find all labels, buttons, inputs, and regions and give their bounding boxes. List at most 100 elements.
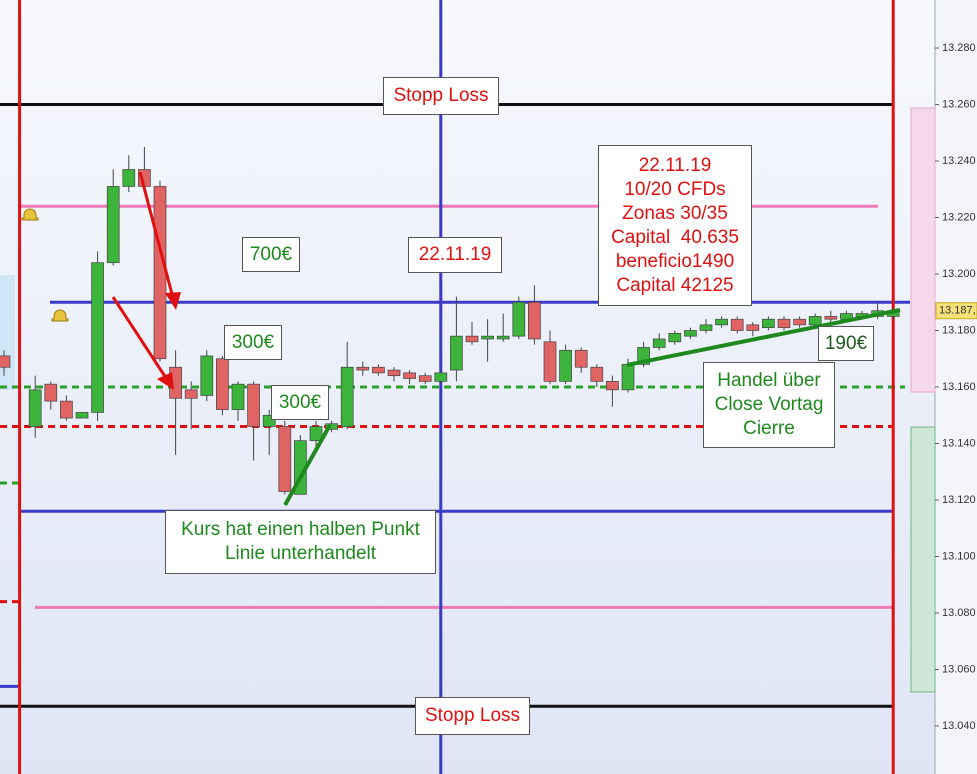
candle-body — [512, 301, 526, 337]
candle-body — [621, 364, 635, 391]
annotation-text: Stopp Loss — [393, 85, 489, 106]
candle-body — [247, 383, 260, 427]
candle-body — [715, 318, 728, 326]
candle-body — [762, 318, 775, 329]
candle-body — [606, 381, 619, 391]
candle-body — [543, 341, 557, 382]
annotation-text: Linie unterhandelt — [224, 543, 377, 564]
annotation-text: Handel über — [717, 370, 821, 391]
candle-body — [699, 324, 713, 331]
candle-body — [60, 400, 73, 419]
candle-body — [450, 335, 463, 371]
trend-line — [283, 424, 332, 506]
annotation-text: 300€ — [278, 391, 322, 413]
candle-body — [387, 369, 401, 377]
annotation-box: Stopp Loss — [383, 77, 499, 115]
annotation-box: Stopp Loss — [415, 697, 530, 735]
annotation-text: 22.11.19 — [638, 154, 712, 176]
y-tick-label: 13.080 — [942, 607, 976, 619]
annotation-text: Zonas 30/35 — [622, 202, 728, 224]
annotation-text: 22.11.19 — [418, 244, 492, 265]
annotation-box: 300€ — [224, 325, 282, 360]
last-price-box — [935, 302, 977, 320]
annotation-text: Kurs hat einen halben Punkt — [181, 519, 420, 540]
annotation-box: 22.11.19 10/20 CFDs Zonas 30/35 Capital 40.… — [598, 145, 752, 306]
candle-body — [44, 383, 58, 402]
candle-body — [325, 423, 338, 430]
candle-body — [824, 316, 838, 320]
arrow — [111, 296, 168, 379]
candle-body — [216, 358, 229, 410]
drawings — [21, 171, 901, 506]
candle-body — [372, 366, 385, 374]
candle-body — [465, 335, 479, 343]
candle-body — [28, 389, 42, 427]
y-tick-label: 13.240 — [942, 155, 976, 167]
annotation-text: Stopp Loss — [424, 705, 521, 726]
annotation-text: beneficio1490 — [615, 250, 735, 272]
y-tick-label: 13.120 — [942, 494, 976, 506]
arrow-head — [157, 372, 174, 390]
candle-body — [184, 389, 198, 399]
annotation-text: 190€ — [824, 332, 868, 354]
candle-body — [231, 383, 245, 410]
y-tick-label: 13.060 — [942, 663, 976, 675]
candle-body — [652, 338, 666, 348]
candle-body — [403, 372, 416, 379]
y-tick-label: 13.180 — [942, 324, 976, 336]
candle-body — [496, 335, 510, 340]
candle-body — [122, 169, 136, 187]
annotation-text: Close Vortag — [714, 394, 824, 415]
arrow — [138, 171, 175, 299]
annotation-text: Capital 42125 — [616, 274, 734, 296]
candle-body — [746, 324, 760, 331]
candle-body — [106, 186, 120, 264]
y-tick-label: 13.040 — [942, 720, 976, 732]
candle-body — [777, 318, 791, 329]
annotation-box: 190€ — [818, 326, 874, 361]
annotation-text: Cierre — [743, 418, 795, 439]
y-tick-label: 13.260 — [942, 98, 976, 110]
candle-body — [590, 366, 604, 382]
candle-body — [793, 318, 806, 326]
arrow-head — [165, 292, 181, 310]
candle-body — [340, 366, 354, 427]
candle-body — [528, 301, 541, 340]
annotation-text: 300€ — [231, 331, 275, 353]
candle-body — [91, 262, 104, 413]
y-tick-label: 13.200 — [942, 268, 976, 280]
candle-body — [356, 366, 370, 371]
candle-body — [684, 330, 697, 337]
upper-zone — [910, 107, 936, 393]
candle-body — [574, 349, 588, 368]
annotation-box: 22.11.19 — [408, 237, 502, 273]
candle-body — [75, 412, 89, 419]
annotation-box: Kurs hat einen halben Punkt Linie unterha… — [165, 510, 436, 574]
left-zone — [0, 275, 15, 390]
y-tick-label: 13.220 — [942, 211, 976, 223]
candle-body — [262, 414, 276, 427]
candle-body — [153, 186, 167, 360]
last-price-label: 13.187, — [939, 305, 976, 317]
y-tick-label: 13.280 — [942, 42, 976, 54]
candle-body — [808, 316, 822, 326]
candle-body — [278, 426, 292, 492]
candle-body — [0, 355, 11, 368]
y-tick-label: 13.100 — [942, 550, 976, 562]
candle-body — [559, 349, 572, 382]
axis-background — [935, 0, 977, 774]
trend-line — [626, 308, 901, 367]
lower-zone — [910, 426, 936, 693]
candle-body — [418, 375, 432, 382]
candle-body — [200, 355, 214, 396]
annotation-text: 10/20 CFDs — [624, 178, 726, 200]
annotation-box: 300€ — [271, 385, 329, 420]
candle-body — [668, 332, 682, 343]
alarm-icon — [51, 309, 69, 322]
alarm-icon — [21, 208, 39, 221]
annotation-text: 700€ — [249, 243, 293, 265]
candle-body — [730, 318, 744, 331]
y-tick-label: 13.160 — [942, 381, 976, 393]
annotation-box: Handel über Close Vortag Cierre — [703, 362, 835, 448]
